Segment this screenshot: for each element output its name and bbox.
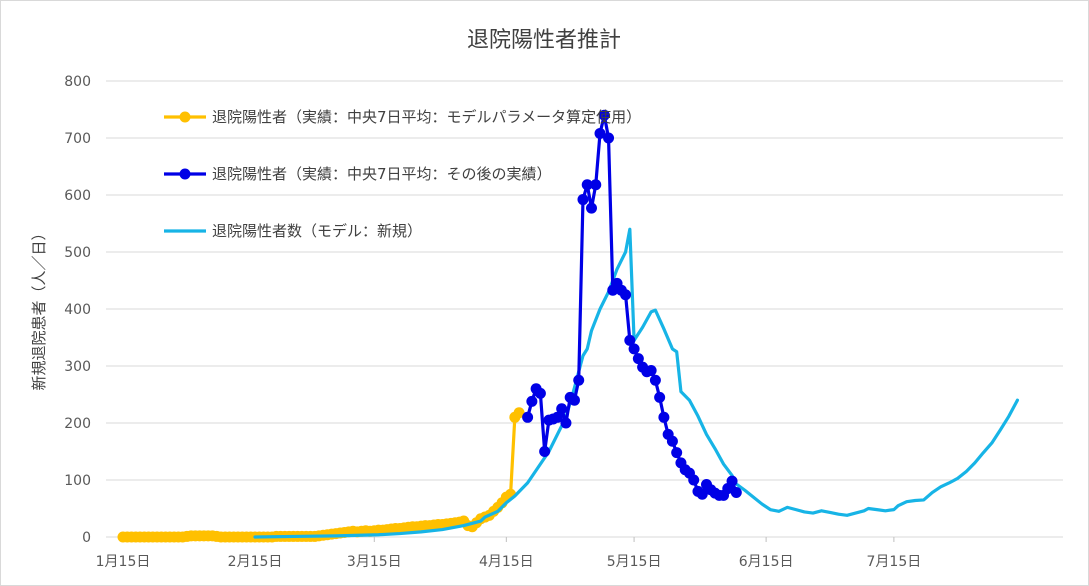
- data-point: [586, 202, 597, 214]
- series-group: [522, 109, 742, 501]
- legend-marker: [179, 111, 191, 123]
- series-line: [253, 227, 1020, 539]
- data-point: [658, 411, 670, 423]
- data-point: [730, 487, 742, 499]
- data-point: [560, 417, 572, 429]
- data-point: [603, 132, 615, 144]
- legend-item: 退院陽性者（実績：中央7日平均：モデルパラメータ算定使用）: [164, 108, 641, 126]
- x-tick-label: 1月15日: [96, 554, 151, 570]
- y-tick-label: 100: [64, 473, 91, 489]
- y-tick-label: 600: [64, 188, 91, 204]
- series-layer: [117, 109, 1020, 543]
- y-tick-label: 500: [64, 245, 91, 261]
- y-tick-label: 400: [64, 302, 91, 318]
- data-point: [590, 179, 602, 191]
- data-point: [671, 447, 683, 459]
- data-point: [522, 411, 534, 423]
- data-point: [568, 394, 580, 406]
- legend-item: 退院陽性者数（モデル：新規）: [164, 222, 422, 240]
- legend-label: 退院陽性者（実績：中央7日平均：モデルパラメータ算定使用）: [212, 108, 641, 126]
- series-group: [253, 227, 1020, 539]
- data-point: [598, 109, 610, 121]
- data-point: [573, 374, 585, 386]
- data-point: [624, 334, 636, 346]
- y-tick-labels: 0 100 200 300 400 500 600 700 800: [64, 74, 91, 546]
- legend-label: 退院陽性者（実績：中央7日平均：その後の実績）: [212, 165, 552, 183]
- data-point: [594, 127, 606, 139]
- data-point: [551, 411, 563, 423]
- x-tick-label: 7月15日: [867, 554, 922, 570]
- data-point: [556, 403, 568, 415]
- legend-label: 退院陽性者数（モデル：新規）: [212, 222, 422, 240]
- data-point: [696, 488, 708, 500]
- data-point: [526, 395, 538, 407]
- x-tick-label: 6月15日: [739, 554, 794, 570]
- data-point: [649, 374, 661, 386]
- x-tick-labels: 1月15日 2月15日 3月15日 4月15日 5月15日 6月15日 7月15日: [96, 537, 922, 570]
- y-axis-title: 新規退院患者（人／日）: [30, 225, 48, 390]
- x-tick-label: 2月15日: [228, 554, 283, 570]
- data-point: [620, 289, 632, 301]
- data-point: [513, 407, 525, 419]
- data-point: [539, 446, 551, 457]
- y-tick-label: 0: [82, 530, 91, 546]
- data-point: [666, 435, 678, 447]
- data-point: [654, 391, 666, 403]
- x-tick-label: 3月15日: [347, 554, 402, 570]
- chart-title: 退院陽性者推計: [467, 28, 621, 53]
- legend: 退院陽性者（実績：中央7日平均：モデルパラメータ算定使用） 退院陽性者（実績：中央…: [164, 108, 641, 240]
- data-point: [534, 387, 546, 399]
- data-point: [688, 474, 700, 486]
- data-point: [577, 194, 589, 206]
- series-group: [117, 407, 525, 543]
- y-tick-label: 300: [64, 359, 91, 375]
- data-point: [628, 343, 640, 355]
- x-tick-label: 4月15日: [479, 554, 534, 570]
- data-point: [645, 365, 657, 377]
- y-tick-label: 700: [64, 131, 91, 147]
- y-tick-label: 800: [64, 74, 91, 90]
- y-tick-label: 200: [64, 416, 91, 432]
- data-point: [726, 475, 738, 487]
- gridlines: [106, 80, 1063, 538]
- data-point: [581, 179, 593, 191]
- legend-marker: [179, 168, 191, 180]
- legend-item: 退院陽性者（実績：中央7日平均：その後の実績）: [164, 165, 552, 183]
- data-point: [632, 353, 644, 365]
- x-tick-label: 5月15日: [607, 554, 662, 570]
